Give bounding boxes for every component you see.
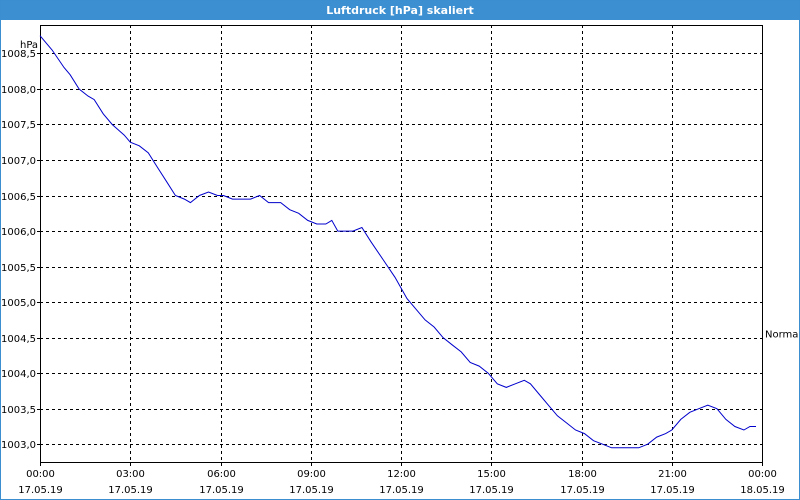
y-tick-label: 1004,5	[1, 334, 36, 345]
y-tick-label: 1006,5	[1, 192, 36, 203]
y-axis-label: hPa	[20, 40, 38, 51]
y-tick-label: 1006,0	[1, 227, 36, 238]
x-tick-date: 17.05.19	[289, 485, 334, 496]
window-title: Luftdruck [hPa] skaliert	[1, 1, 799, 20]
y-tick-label: 1005,0	[1, 298, 36, 309]
x-tick-date: 17.05.19	[650, 485, 695, 496]
x-tick-time: 15:00	[477, 469, 506, 480]
x-tick-date: 17.05.19	[18, 485, 63, 496]
x-tick-time: 09:00	[297, 469, 326, 480]
x-tick-date: 17.05.19	[560, 485, 605, 496]
x-tick-date: 17.05.19	[108, 485, 153, 496]
series-line-normal	[39, 35, 756, 449]
y-tick-label: 1005,5	[1, 263, 36, 274]
y-tick-label: 1007,5	[1, 120, 36, 131]
series-layer	[39, 35, 756, 449]
x-tick-time: 06:00	[207, 469, 236, 480]
grid	[40, 25, 762, 462]
x-tick-time: 18:00	[568, 469, 597, 480]
x-axis: 00:00 17.05.19 03:00 17.05.19 06:00 17.05.19 0…	[18, 462, 785, 496]
x-tick-time: 00:00	[26, 469, 55, 480]
pressure-chart: 1003,0 1003,5 1004,0 1004,5 1005,0 1005,5 1006…	[1, 25, 799, 496]
x-tick-date: 17.05.19	[199, 485, 244, 496]
x-tick-time: 21:00	[658, 469, 687, 480]
x-tick-time: 00:00	[748, 469, 777, 480]
y-tick-label: 1008,5	[1, 49, 36, 60]
y-tick-label: 1004,0	[1, 369, 36, 380]
x-tick-date: 17.05.19	[469, 485, 514, 496]
x-tick-date: 18.05.19	[740, 485, 785, 496]
y-axis: 1003,0 1003,5 1004,0 1004,5 1005,0 1005,5 1006…	[1, 49, 40, 451]
y-tick-label: 1003,5	[1, 405, 36, 416]
y-tick-label: 1003,0	[1, 440, 36, 451]
x-tick-time: 03:00	[116, 469, 145, 480]
x-tick-time: 12:00	[387, 469, 416, 480]
x-tick-date: 17.05.19	[379, 485, 424, 496]
y-tick-label: 1007,0	[1, 156, 36, 167]
legend-entry-normal: Normal	[765, 330, 799, 341]
y-tick-label: 1008,0	[1, 85, 36, 96]
